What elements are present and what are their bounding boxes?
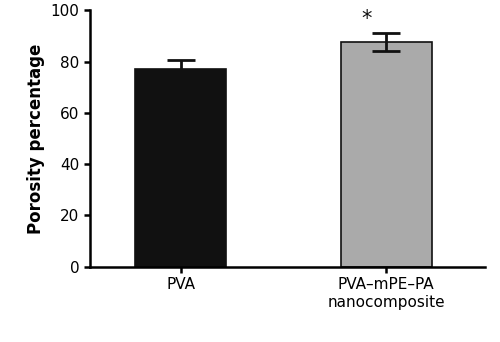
Bar [341,42,432,267]
Y-axis label: Porosity percentage: Porosity percentage [27,43,45,234]
Bar [136,69,226,267]
Text: *: * [362,10,372,29]
